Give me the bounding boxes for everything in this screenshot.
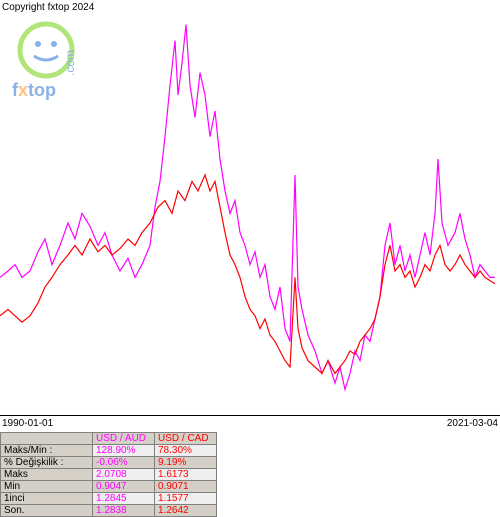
row-value-series2: 9.19% — [155, 457, 217, 469]
row-value-series2: 1.1577 — [155, 493, 217, 505]
table-header-series2: USD / CAD — [155, 433, 217, 445]
row-value-series2: 1.2642 — [155, 505, 217, 517]
row-value-series1: 2.0708 — [93, 469, 155, 481]
row-value-series2: 78.30% — [155, 445, 217, 457]
copyright-text: Copyright fxtop 2024 — [2, 2, 94, 13]
row-value-series1: 1.2838 — [93, 505, 155, 517]
row-label: Maks — [1, 469, 93, 481]
row-label: % Değişkilik : — [1, 457, 93, 469]
row-label: Min — [1, 481, 93, 493]
chart-axis-line — [0, 415, 500, 416]
row-label: Son. — [1, 505, 93, 517]
fx-chart — [0, 15, 500, 415]
row-value-series1: -0.06% — [93, 457, 155, 469]
row-value-series2: 0.9071 — [155, 481, 217, 493]
x-axis-start-label: 1990-01-01 — [2, 418, 53, 429]
row-label: Maks/Min : — [1, 445, 93, 457]
row-value-series1: 128.90% — [93, 445, 155, 457]
row-value-series2: 1.6173 — [155, 469, 217, 481]
stats-table: USD / AUD USD / CAD Maks/Min :128.90%78.… — [0, 432, 217, 517]
table-header-blank — [1, 433, 93, 445]
row-label: 1inci — [1, 493, 93, 505]
row-value-series1: 1.2845 — [93, 493, 155, 505]
row-value-series1: 0.9047 — [93, 481, 155, 493]
x-axis-end-label: 2021-03-04 — [447, 418, 498, 429]
table-header-series1: USD / AUD — [93, 433, 155, 445]
